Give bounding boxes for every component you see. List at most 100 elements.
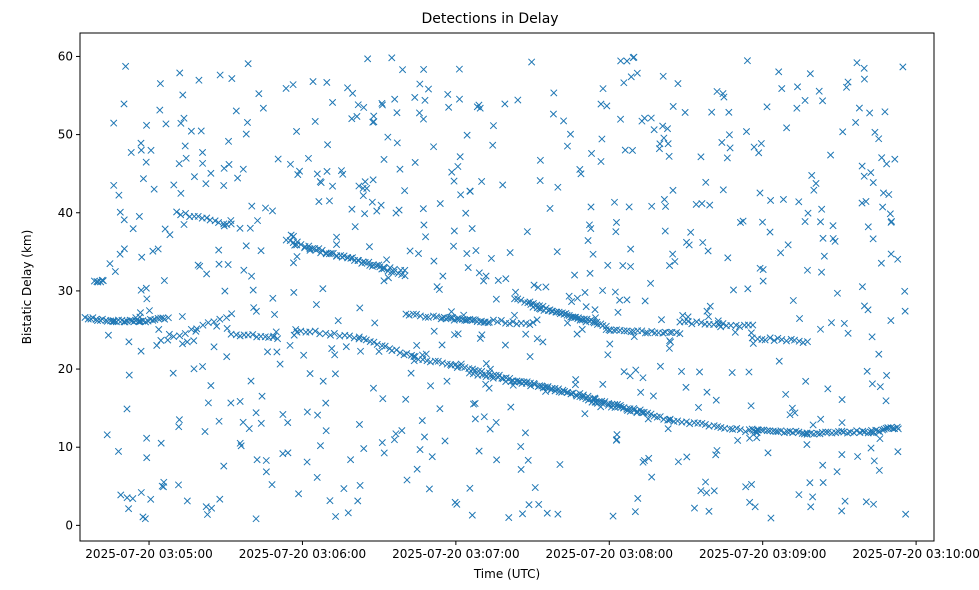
data-point (436, 200, 444, 208)
data-point (853, 427, 861, 435)
data-point (353, 112, 361, 120)
data-point (216, 495, 224, 503)
data-point (599, 286, 607, 295)
data-point (393, 139, 401, 147)
data-point (103, 431, 111, 439)
data-point (869, 500, 878, 508)
data-point (286, 160, 294, 168)
data-point (795, 337, 803, 345)
data-point (563, 319, 572, 327)
data-point (647, 279, 655, 287)
data-point (253, 217, 262, 225)
data-point (502, 378, 510, 386)
data-point (409, 310, 417, 318)
data-point (190, 337, 198, 345)
data-point (712, 451, 720, 459)
data-point (522, 379, 530, 387)
data-point (380, 277, 388, 285)
data-point (886, 210, 894, 218)
data-point (383, 256, 391, 264)
data-point (867, 429, 875, 437)
data-point (240, 266, 248, 274)
data-point (745, 368, 753, 376)
data-point (864, 223, 872, 231)
data-point (381, 342, 389, 350)
data-point (143, 295, 151, 303)
data-point (492, 295, 500, 303)
data-point (703, 307, 711, 315)
data-point (227, 220, 235, 228)
data-point (817, 415, 825, 423)
data-point (454, 314, 462, 322)
data-point (312, 246, 320, 254)
x-tick-label: 2025-07-20 03:07:00 (392, 547, 519, 561)
data-point (770, 337, 778, 345)
data-point (753, 434, 761, 442)
data-point (348, 205, 356, 213)
data-point (587, 149, 596, 158)
data-point (687, 228, 695, 236)
data-point (684, 317, 692, 325)
data-point (510, 311, 519, 319)
data-point (767, 514, 775, 522)
data-point (204, 319, 212, 327)
data-point (178, 340, 187, 348)
y-tick-label: 20 (58, 362, 73, 376)
data-point (405, 311, 413, 319)
data-point (284, 419, 292, 427)
data-point (123, 494, 131, 502)
data-point (657, 316, 666, 324)
data-point (877, 259, 885, 267)
data-point (521, 429, 529, 437)
data-point (530, 281, 538, 289)
data-points (81, 53, 910, 523)
data-point (685, 241, 693, 249)
data-point (533, 316, 541, 324)
data-point (224, 137, 233, 145)
data-point (587, 203, 595, 211)
data-point (819, 479, 827, 487)
data-point (234, 174, 242, 182)
data-point (779, 195, 787, 203)
data-point (116, 208, 124, 216)
data-point (669, 186, 677, 194)
data-point (121, 318, 129, 326)
data-point (782, 390, 790, 398)
data-point (149, 316, 157, 324)
data-point (348, 254, 357, 262)
data-point (450, 177, 458, 185)
data-point (125, 371, 133, 379)
data-point (303, 458, 311, 466)
data-point (314, 411, 322, 419)
data-point (692, 200, 700, 208)
data-point (610, 198, 619, 206)
data-point (747, 402, 755, 410)
data-point (286, 341, 294, 349)
data-point (838, 507, 846, 515)
data-point (403, 476, 411, 484)
data-point (620, 404, 628, 412)
data-point (308, 244, 317, 253)
data-point (468, 511, 476, 519)
data-point (180, 114, 188, 122)
data-point (576, 165, 584, 174)
data-point (257, 419, 265, 427)
data-point (613, 430, 621, 439)
data-point (162, 120, 170, 128)
data-point (463, 250, 471, 258)
data-point (370, 338, 378, 346)
data-point (451, 498, 459, 506)
data-point (499, 181, 507, 189)
data-point (304, 154, 313, 162)
x-axis: 2025-07-20 03:05:00 2025-07-20 03:06:00 20… (85, 541, 979, 561)
data-point (489, 141, 497, 149)
data-point (586, 317, 594, 325)
data-point (187, 127, 195, 135)
data-point (380, 263, 388, 271)
data-point (176, 69, 184, 77)
data-point (710, 487, 718, 495)
data-point (616, 296, 624, 304)
data-point (800, 430, 809, 438)
data-point (225, 160, 233, 168)
data-point (450, 227, 458, 235)
